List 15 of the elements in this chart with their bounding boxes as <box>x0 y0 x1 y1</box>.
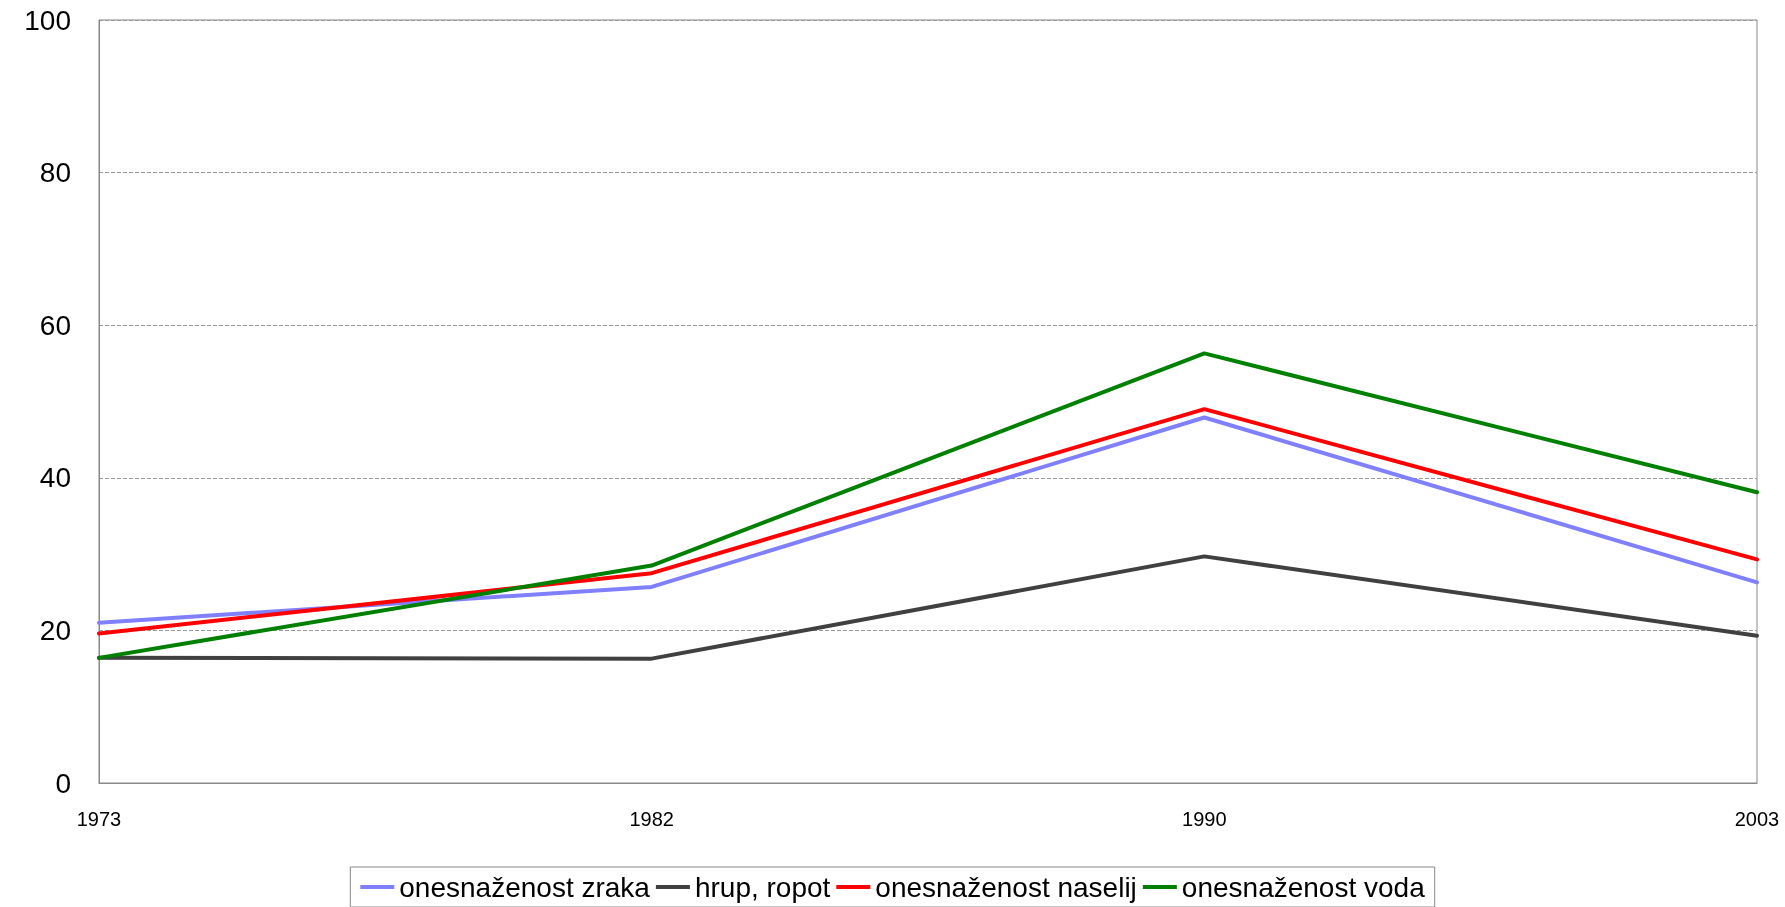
y-tick-label: 20 <box>39 614 71 646</box>
y-tick-label: 40 <box>39 462 71 494</box>
x-tick-label: 2003 <box>1734 808 1780 830</box>
x-tick-label: 1973 <box>76 808 122 830</box>
legend-label: onesnaženost zraka <box>399 871 651 903</box>
y-tick-label: 0 <box>55 767 71 799</box>
y-tick-label: 60 <box>39 309 71 341</box>
y-tick-label: 100 <box>24 4 71 36</box>
legend-label: onesnaženost voda <box>1181 871 1426 903</box>
y-tick-label: 80 <box>39 157 71 189</box>
x-tick-label: 1990 <box>1182 808 1227 830</box>
legend-label: hrup, ropot <box>694 871 831 903</box>
x-tick-label: 1982 <box>629 808 674 830</box>
legend-label: onesnaženost naselij <box>875 871 1137 903</box>
line-series <box>97 351 1759 660</box>
